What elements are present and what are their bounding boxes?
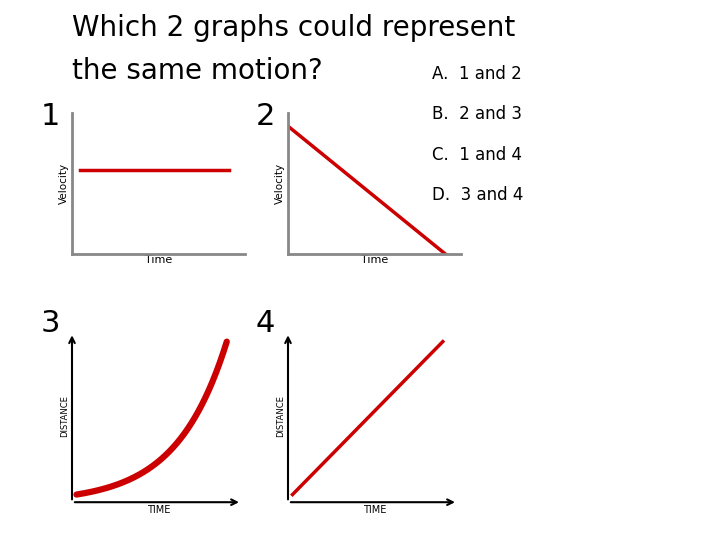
X-axis label: Time: Time: [145, 255, 172, 265]
Text: D.  3 and 4: D. 3 and 4: [432, 186, 523, 204]
Text: C.  1 and 4: C. 1 and 4: [432, 146, 522, 164]
Y-axis label: DISTANCE: DISTANCE: [60, 395, 69, 437]
Text: the same motion?: the same motion?: [72, 57, 323, 85]
Text: Which 2 graphs could represent: Which 2 graphs could represent: [72, 14, 516, 42]
Y-axis label: DISTANCE: DISTANCE: [276, 395, 285, 437]
Text: B.  2 and 3: B. 2 and 3: [432, 105, 522, 123]
Text: 4: 4: [256, 309, 275, 339]
X-axis label: Time: Time: [361, 255, 388, 265]
Text: 2: 2: [256, 102, 275, 131]
Y-axis label: Velocity: Velocity: [59, 163, 69, 204]
Text: A.  1 and 2: A. 1 and 2: [432, 65, 522, 83]
Y-axis label: Velocity: Velocity: [275, 163, 285, 204]
X-axis label: TIME: TIME: [147, 505, 170, 515]
X-axis label: TIME: TIME: [363, 505, 386, 515]
Text: 1: 1: [41, 102, 60, 131]
Text: 3: 3: [41, 309, 60, 339]
